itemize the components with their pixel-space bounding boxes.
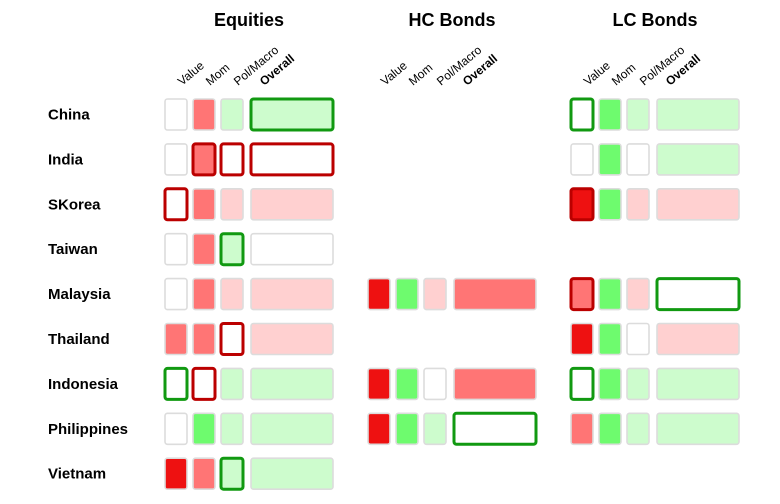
cell-3-0-0 bbox=[164, 232, 188, 266]
cell-4-1-3 bbox=[453, 277, 537, 311]
cell-5-2-1 bbox=[598, 322, 622, 356]
cell-8-0-1 bbox=[192, 457, 216, 491]
cell-1-2-1 bbox=[598, 143, 622, 176]
cell-7-1-0 bbox=[367, 412, 391, 446]
cell-6-0-3 bbox=[250, 367, 334, 401]
cell-7-2-2 bbox=[626, 412, 650, 446]
cell-2-2-3 bbox=[656, 188, 740, 221]
cell-6-0-0 bbox=[163, 366, 189, 401]
cell-2-2-2 bbox=[626, 188, 650, 221]
column-header-2-0: Value bbox=[581, 58, 613, 88]
cell-4-1-1 bbox=[395, 277, 419, 311]
cell-2-2-1 bbox=[598, 188, 622, 221]
cell-2-0-2 bbox=[220, 188, 244, 221]
cell-4-1-2 bbox=[423, 277, 447, 311]
cell-7-0-1 bbox=[192, 412, 216, 446]
cell-1-2-3 bbox=[656, 143, 740, 176]
heatmap-cells bbox=[163, 97, 741, 491]
column-header-2-1: Mom bbox=[609, 60, 638, 88]
cell-5-2-3 bbox=[656, 322, 740, 356]
cell-0-0-1 bbox=[192, 98, 216, 131]
cell-4-1-0 bbox=[367, 277, 391, 311]
cell-5-0-2 bbox=[219, 322, 245, 356]
cell-2-0-3 bbox=[250, 188, 334, 221]
column-header-0-0: Value bbox=[175, 58, 207, 88]
column-header-1-0: Value bbox=[378, 58, 410, 88]
row-label-5: Thailand bbox=[48, 331, 110, 348]
cell-1-0-3 bbox=[249, 142, 335, 177]
cell-4-0-2 bbox=[220, 277, 244, 311]
row-label-4: Malaysia bbox=[48, 286, 111, 303]
row-label-2: SKorea bbox=[48, 196, 101, 213]
cell-7-2-0 bbox=[570, 412, 594, 446]
row-label-7: Philippines bbox=[48, 421, 128, 438]
cell-3-0-3 bbox=[250, 232, 334, 266]
row-label-6: Indonesia bbox=[48, 376, 119, 393]
cell-7-0-2 bbox=[220, 412, 244, 446]
cell-1-0-2 bbox=[219, 142, 245, 177]
cell-0-2-2 bbox=[626, 98, 650, 131]
cell-7-1-3 bbox=[452, 411, 538, 446]
cell-7-1-1 bbox=[395, 412, 419, 446]
cell-6-2-3 bbox=[656, 367, 740, 401]
cell-2-0-0 bbox=[163, 187, 189, 222]
cell-5-2-0 bbox=[570, 322, 594, 356]
cell-5-0-0 bbox=[164, 322, 188, 356]
group-title-0: Equities bbox=[214, 10, 284, 30]
column-header-0-1: Mom bbox=[203, 60, 232, 88]
cell-0-2-1 bbox=[598, 98, 622, 131]
cell-2-2-0 bbox=[569, 187, 595, 222]
cell-7-0-3 bbox=[250, 412, 334, 446]
column-header-1-1: Mom bbox=[406, 60, 435, 88]
cell-0-0-3 bbox=[249, 97, 335, 132]
cell-6-1-2 bbox=[423, 367, 447, 401]
cell-7-1-2 bbox=[423, 412, 447, 446]
cell-4-2-2 bbox=[626, 277, 650, 311]
cell-7-2-3 bbox=[656, 412, 740, 446]
cell-6-1-0 bbox=[367, 367, 391, 401]
cell-3-0-1 bbox=[192, 232, 216, 266]
group-title-2: LC Bonds bbox=[613, 10, 698, 30]
cell-6-2-0 bbox=[569, 366, 595, 401]
group-titles: Equities HC Bonds LC Bonds bbox=[214, 10, 698, 30]
cell-7-0-0 bbox=[164, 412, 188, 446]
cell-1-0-0 bbox=[164, 143, 188, 176]
cell-5-0-1 bbox=[192, 322, 216, 356]
row-label-1: India bbox=[48, 151, 84, 168]
cell-8-0-3 bbox=[250, 457, 334, 491]
row-label-0: China bbox=[48, 107, 90, 124]
cell-4-0-3 bbox=[250, 277, 334, 311]
row-label-8: Vietnam bbox=[48, 466, 106, 483]
cell-6-0-2 bbox=[220, 367, 244, 401]
cell-0-2-3 bbox=[656, 98, 740, 131]
group-title-1: HC Bonds bbox=[409, 10, 496, 30]
cell-6-2-2 bbox=[626, 367, 650, 401]
cell-1-0-1 bbox=[191, 142, 217, 177]
cell-5-0-3 bbox=[250, 322, 334, 356]
row-label-3: Taiwan bbox=[48, 241, 98, 258]
cell-4-2-0 bbox=[569, 277, 595, 312]
cell-3-0-2 bbox=[219, 232, 245, 267]
cell-6-0-1 bbox=[191, 366, 217, 401]
cell-7-2-1 bbox=[598, 412, 622, 446]
cell-8-0-0 bbox=[164, 457, 188, 491]
cell-1-2-2 bbox=[626, 143, 650, 176]
row-labels: China India SKorea Taiwan Malaysia Thailand In… bbox=[48, 107, 128, 483]
cell-1-2-0 bbox=[570, 143, 594, 176]
cell-6-1-3 bbox=[453, 367, 537, 401]
cell-4-0-0 bbox=[164, 277, 188, 311]
cell-0-0-0 bbox=[164, 98, 188, 131]
cell-4-0-1 bbox=[192, 277, 216, 311]
cell-6-2-1 bbox=[598, 367, 622, 401]
cell-0-2-0 bbox=[569, 97, 595, 132]
cell-6-1-1 bbox=[395, 367, 419, 401]
cell-8-0-2 bbox=[219, 456, 245, 491]
cell-2-0-1 bbox=[192, 188, 216, 221]
cell-4-2-1 bbox=[598, 277, 622, 311]
cell-5-2-2 bbox=[626, 322, 650, 356]
cell-4-2-3 bbox=[655, 277, 741, 312]
cell-0-0-2 bbox=[220, 98, 244, 131]
